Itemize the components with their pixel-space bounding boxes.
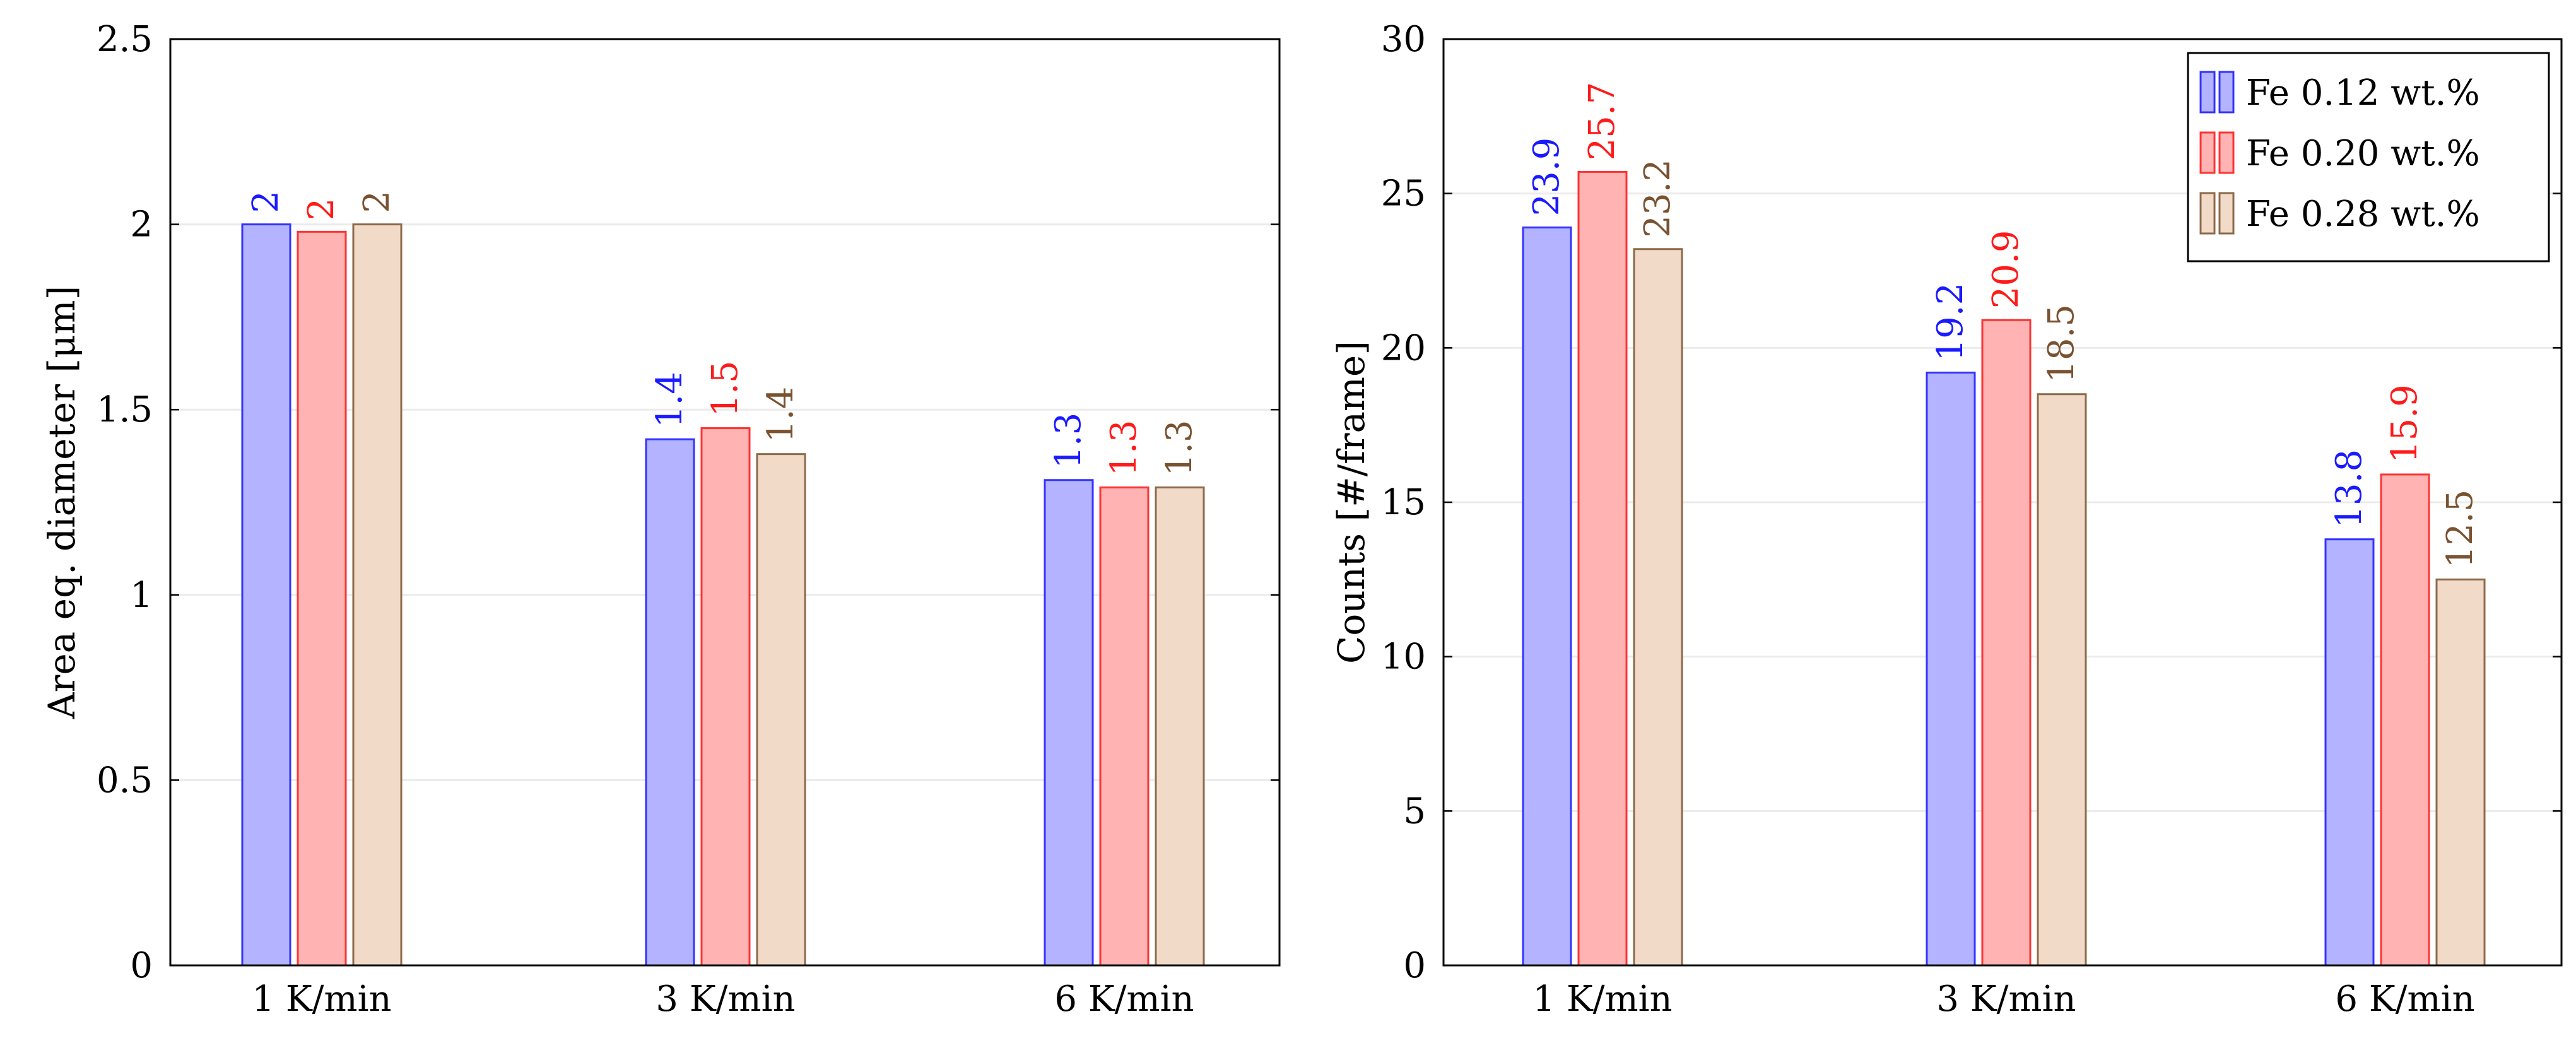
data-label: 23.9 [1526, 138, 1567, 216]
legend-entry-label: Fe 0.28 wt.% [2246, 194, 2480, 235]
y-tick-label: 1.5 [97, 389, 153, 430]
data-label: 1.3 [1159, 420, 1200, 476]
y-tick-label: 0 [1403, 945, 1426, 986]
plot-frame [1442, 38, 2563, 967]
legend-entry-label: Fe 0.20 wt.% [2246, 133, 2480, 174]
bar-series-3 [1155, 486, 1205, 967]
legend-swatch [2218, 192, 2235, 235]
data-label: 2 [245, 191, 286, 213]
data-label: 18.5 [2041, 304, 2082, 383]
bar-series-2 [700, 427, 751, 967]
data-label: 25.7 [1582, 82, 1623, 161]
data-label: 2 [301, 198, 342, 221]
data-label: 12.5 [2440, 490, 2481, 569]
bar-series-3 [1633, 248, 1683, 967]
legend-swatch [2218, 131, 2235, 174]
x-tick-label: 6 K/min [1054, 979, 1194, 1020]
bar-series-3 [352, 223, 403, 967]
legend-swatch [2199, 192, 2216, 235]
bar-series-1 [1926, 371, 1976, 967]
y-tick-label: 0.5 [97, 760, 153, 801]
bar-series-1 [1044, 479, 1094, 967]
y-tick-label: 30 [1381, 19, 1426, 60]
y-tick-label: 5 [1403, 791, 1426, 832]
legend-swatch [2199, 131, 2216, 174]
data-label: 2 [356, 191, 397, 213]
y-tick-label: 2 [130, 204, 153, 245]
data-label: 15.9 [2384, 384, 2425, 463]
legend-box [2187, 52, 2550, 262]
bar-series-3 [756, 453, 806, 967]
y-tick-label: 25 [1381, 174, 1426, 215]
chart-panel-2: 0 5 10 15 20 25 30 Counts [#/frame] 1 K/min 23.9 2… [1330, 19, 2563, 1020]
data-label: 1.4 [760, 387, 801, 443]
x-tick-label: 6 K/min [2335, 979, 2474, 1020]
bar-series-1 [645, 438, 695, 967]
y-tick-label: 20 [1381, 327, 1426, 368]
y-tick-label: 0 [130, 945, 153, 986]
x-tick-label: 3 K/min [1936, 979, 2076, 1020]
y-axis-label: Area eq. diameter [μm] [40, 286, 83, 720]
bar-series-2 [297, 230, 347, 967]
chart-panel-1: 0 0.5 1 1.5 2 2.5 Area eq. diameter [μm] 1 K/mi… [40, 19, 1281, 1020]
y-axis-label: Counts [#/frame] [1330, 341, 1373, 664]
bar-series-2 [1099, 486, 1150, 967]
bar-series-2 [1577, 170, 1628, 967]
legend: Fe 0.12 wt.% Fe 0.20 wt.% Fe 0.28 wt.% [2187, 52, 2550, 262]
bar-series-1 [2324, 538, 2375, 967]
legend-swatch [2199, 71, 2216, 114]
x-tick-label: 3 K/min [656, 979, 795, 1020]
plot-frame [169, 38, 1281, 967]
data-label: 20.9 [1985, 230, 2026, 309]
data-label: 19.2 [1930, 283, 1971, 362]
y-tick-label: 1 [130, 575, 153, 616]
bar-series-2 [2380, 473, 2430, 967]
data-label: 1.3 [1048, 413, 1089, 469]
bar-series-2 [1981, 319, 2032, 967]
bar-series-1 [1522, 226, 1572, 967]
bar-series-3 [2435, 578, 2486, 967]
data-label: 23.2 [1637, 159, 1678, 238]
y-tick-label: 2.5 [97, 19, 153, 60]
bar-series-1 [241, 223, 291, 967]
bar-series-3 [2037, 393, 2087, 967]
legend-entry-label: Fe 0.12 wt.% [2246, 73, 2480, 114]
x-tick-label: 1 K/min [252, 979, 391, 1020]
y-tick-label: 10 [1381, 637, 1426, 678]
legend-swatch [2218, 71, 2235, 114]
data-label: 1.3 [1103, 420, 1144, 476]
data-label: 13.8 [2329, 449, 2370, 528]
y-tick-label: 15 [1381, 482, 1426, 523]
x-tick-label: 1 K/min [1532, 979, 1672, 1020]
data-label: 1.4 [649, 372, 690, 428]
data-label: 1.5 [705, 360, 746, 416]
